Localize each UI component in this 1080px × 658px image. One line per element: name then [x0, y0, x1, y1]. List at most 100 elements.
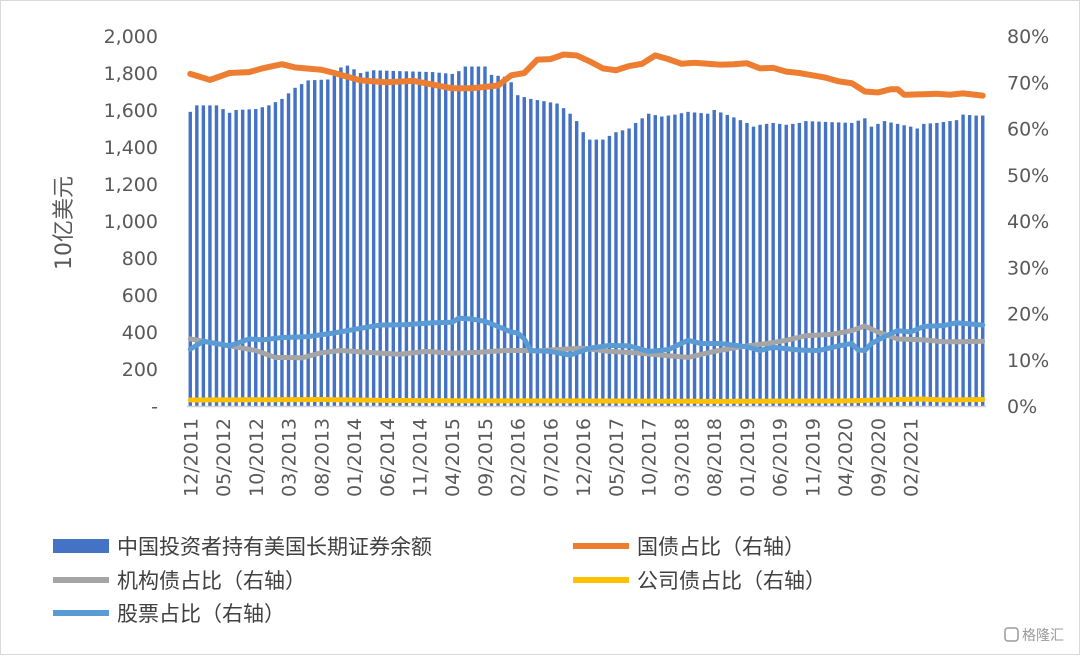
- bar: [365, 71, 369, 407]
- bar: [692, 112, 697, 406]
- bar: [489, 74, 494, 406]
- bar: [326, 79, 330, 406]
- bar: [810, 121, 815, 407]
- bar: [686, 111, 690, 406]
- bar: [516, 95, 520, 406]
- bar: [470, 66, 474, 406]
- x-tick-label: 08/2013: [311, 418, 333, 497]
- bar: [588, 139, 592, 406]
- bar: [352, 69, 356, 407]
- legend-label: 机构债占比（右轴）: [117, 569, 306, 593]
- left-tick-label: 1,200: [104, 174, 158, 196]
- bar: [941, 122, 946, 406]
- bar: [804, 121, 808, 406]
- bar: [915, 128, 919, 406]
- bar: [522, 97, 526, 407]
- right-tick-label: 80%: [1007, 26, 1049, 48]
- left-tick-label: 200: [122, 359, 158, 381]
- left-tick-label: -: [151, 396, 158, 418]
- right-tick-label: 60%: [1007, 119, 1049, 141]
- bar: [208, 105, 212, 407]
- bar: [876, 123, 880, 407]
- bar: [247, 109, 251, 406]
- bar: [443, 73, 448, 406]
- bar: [751, 126, 756, 407]
- bar: [594, 139, 599, 406]
- bar: [568, 113, 572, 406]
- x-tick-label: 03/2018: [672, 418, 694, 497]
- bar: [371, 70, 376, 406]
- bar: [961, 114, 965, 407]
- bar: [457, 71, 461, 407]
- right-axis-ticks: 0% 10% 20% 30% 40% 50% 60% 70% 80%: [1007, 26, 1049, 418]
- bar: [627, 128, 631, 406]
- x-tick-label: 10/2012: [246, 418, 268, 497]
- bar: [332, 73, 337, 407]
- bar: [424, 71, 428, 406]
- bar: [895, 123, 900, 407]
- x-tick-label: 07/2016: [541, 418, 563, 497]
- bar: [227, 112, 232, 406]
- x-tick-label: 05/2017: [606, 418, 628, 497]
- bar: [450, 73, 454, 407]
- left-tick-label: 1,000: [104, 211, 158, 233]
- bar: [313, 80, 317, 406]
- bar: [771, 122, 775, 406]
- bar: [280, 98, 284, 407]
- bar: [188, 111, 192, 406]
- legend: 中国投资者持有美国长期证券余额 国债占比（右轴） 机构债占比（右轴） 公司债占比（右轴…: [53, 535, 826, 626]
- left-tick-label: 2,000: [104, 26, 158, 48]
- bar: [254, 109, 258, 406]
- x-tick-label: 01/2019: [737, 418, 759, 497]
- bar: [509, 82, 513, 406]
- bar: [463, 66, 468, 406]
- bar: [234, 110, 238, 406]
- bar: [476, 66, 481, 406]
- bar: [286, 93, 291, 406]
- y-axis-label: 10亿美元: [52, 176, 77, 270]
- watermark-logo-icon: [1004, 627, 1019, 642]
- left-axis-ticks: - 200 400 600 800 1,000 1,200 1,400 1,600 1,800 2,…: [104, 26, 158, 418]
- x-tick-label: 11/2019: [802, 418, 824, 497]
- bar: [666, 115, 671, 407]
- bar: [836, 122, 841, 407]
- bar: [214, 105, 219, 407]
- bar: [830, 122, 834, 406]
- left-tick-label: 1,400: [104, 137, 158, 159]
- bar: [679, 113, 684, 407]
- bar: [614, 132, 618, 406]
- legend-label: 国债占比（右轴）: [637, 535, 805, 559]
- bar: [319, 79, 323, 406]
- bar: [306, 80, 310, 407]
- series-line: [187, 315, 986, 358]
- bar: [221, 109, 225, 406]
- bar: [398, 71, 402, 407]
- bar: [411, 71, 415, 407]
- right-tick-label: 70%: [1007, 72, 1049, 94]
- bar: [967, 115, 972, 406]
- bar: [240, 109, 245, 406]
- x-tick-label: 03/2013: [279, 418, 301, 497]
- bar: [908, 126, 913, 407]
- bar: [745, 122, 749, 406]
- bar: [778, 123, 782, 407]
- bar: [863, 118, 867, 406]
- bar: [195, 105, 199, 407]
- bar: [358, 73, 363, 406]
- series-line: [187, 396, 986, 404]
- right-tick-label: 40%: [1007, 211, 1049, 233]
- bar: [797, 122, 802, 406]
- bar: [653, 115, 657, 406]
- bar: [391, 70, 396, 407]
- x-tick-label: 05/2012: [213, 418, 235, 497]
- left-tick-label: 1,800: [104, 63, 158, 85]
- bar: [817, 121, 821, 406]
- bar: [935, 122, 939, 406]
- bar: [339, 67, 343, 406]
- bar: [496, 75, 500, 406]
- bar: [430, 72, 435, 406]
- watermark-text: 格隆汇: [1022, 628, 1064, 644]
- bar: [437, 72, 441, 406]
- bar: [548, 102, 553, 407]
- watermark: 格隆汇: [1004, 627, 1064, 644]
